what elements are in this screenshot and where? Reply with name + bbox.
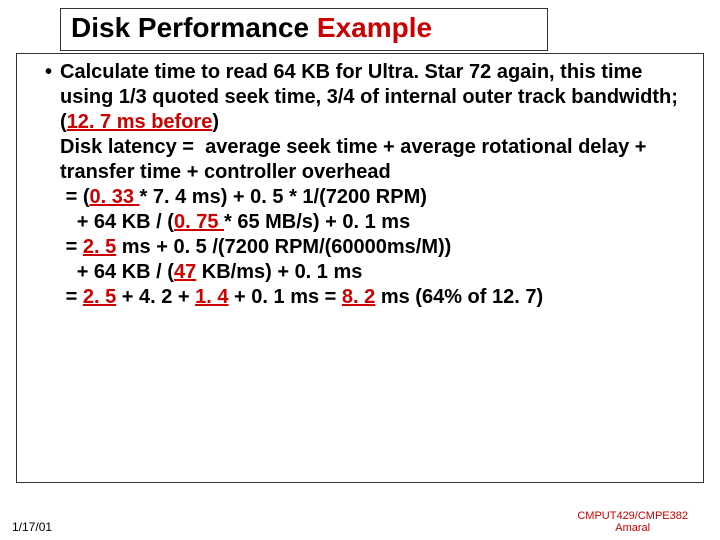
footer-date: 1/17/01 [12,520,52,534]
footer-right: CMPUT429/CMPE382 Amaral [577,510,688,534]
eq2-a: = [60,236,83,258]
eq3-v3: 8. 2 [342,286,375,308]
eq1-a: = ( [60,186,89,208]
eq3-c: + 0. 1 ms = [229,286,342,308]
body-text: Calculate time to read 64 KB for Ultra. … [60,60,693,310]
eq1-d: * 65 MB/s) + 0. 1 ms [224,211,410,233]
eq2-v2: 47 [174,261,196,283]
eq3-b: + 4. 2 + [116,286,195,308]
footer: 1/17/01 CMPUT429/CMPE382 Amaral [12,510,708,534]
eq3-v2: 1. 4 [195,286,228,308]
eq2-c: + 64 KB / ( [60,261,174,283]
bullet-row: • Calculate time to read 64 KB for Ultra… [27,60,693,310]
eq3-v1: 2. 5 [83,286,116,308]
content-container: • Calculate time to read 64 KB for Ultra… [16,53,704,483]
eq3-d: ms (64% of 12. 7) [375,286,543,308]
eq1-v2: 0. 75 [174,211,224,233]
footer-course: CMPUT429/CMPE382 [577,510,688,522]
eq1-b: * 7. 4 ms) + 0. 5 * 1/(7200 RPM) [140,186,427,208]
title-prefix: Disk Performance [71,12,317,43]
slide-title: Disk Performance Example [71,13,537,44]
eq1-v1: 0. 33 [89,186,139,208]
intro-close: ) [212,111,219,133]
eq3-a: = [60,286,83,308]
footer-author: Amaral [577,522,688,534]
latency-definition: Disk latency = average seek time + avera… [60,136,652,183]
eq1-c: + 64 KB / ( [60,211,174,233]
title-highlight: Example [317,12,432,43]
eq2-b: ms + 0. 5 /(7200 RPM/(60000ms/M)) [116,236,451,258]
eq2-v1: 2. 5 [83,236,116,258]
slide: Disk Performance Example • Calculate tim… [0,0,720,540]
bullet-marker: • [45,60,52,85]
eq2-d: KB/ms) + 0. 1 ms [196,261,362,283]
title-container: Disk Performance Example [60,8,548,51]
before-value: 12. 7 ms before [67,111,213,133]
